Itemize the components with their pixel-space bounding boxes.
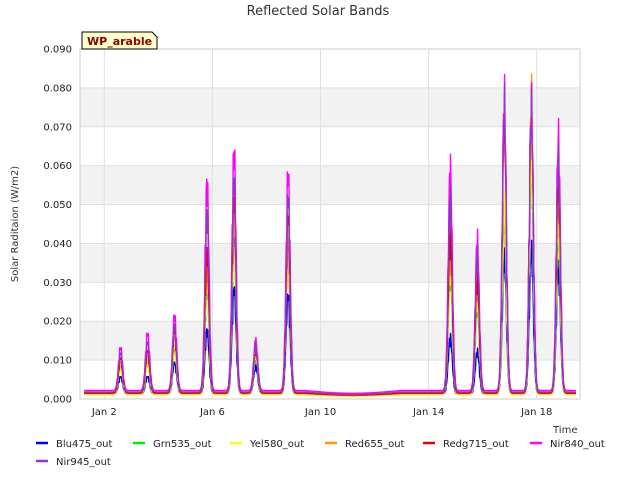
chart-title: Reflected Solar Bands — [247, 4, 390, 19]
plot-band — [80, 87, 580, 127]
legend-label: Grn535_out — [153, 439, 212, 450]
x-tick-label: Jan 18 — [520, 407, 552, 418]
legend-label: Red655_out — [345, 439, 405, 450]
legend-label: Redg715_out — [443, 439, 509, 450]
y-tick-label: 0.030 — [43, 278, 72, 289]
legend-label: Nir840_out — [550, 439, 605, 450]
legend-item: Redg715_out — [423, 439, 509, 450]
plot-band — [80, 282, 580, 322]
plot-band — [80, 204, 580, 244]
x-tick-label: Jan 10 — [304, 407, 336, 418]
station-label: WP_arable — [87, 35, 152, 48]
x-tick-label: Jan 14 — [412, 407, 444, 418]
y-tick-label: 0.070 — [43, 122, 72, 133]
legend-item: Yel580_out — [230, 439, 304, 450]
legend-item: Nir840_out — [530, 439, 605, 450]
y-tick-label: 0.040 — [43, 239, 72, 250]
x-tick-label: Jan 6 — [199, 407, 225, 418]
legend-item: Grn535_out — [133, 439, 212, 450]
series-lines — [83, 73, 577, 397]
plot-band — [80, 49, 580, 88]
plot-band — [80, 321, 580, 361]
station-badge: WP_arable — [81, 31, 158, 50]
legend-label: Yel580_out — [249, 439, 304, 450]
plot-band — [80, 126, 580, 166]
y-tick-label: 0.060 — [43, 161, 72, 172]
y-tick-label: 0.000 — [43, 395, 72, 406]
y-axis-label: Solar Raditaion (W/m2) — [10, 166, 21, 282]
x-axis-label: Time — [552, 425, 577, 436]
series-line-redg715-out — [83, 84, 577, 396]
y-tick-label: 0.050 — [43, 200, 72, 211]
legend-label: Nir945_out — [56, 457, 111, 468]
y-tick-label: 0.090 — [43, 45, 72, 56]
y-tick-label: 0.020 — [43, 317, 72, 328]
legend-item: Blu475_out — [36, 439, 113, 450]
plot-bands — [80, 49, 580, 399]
y-tick-label: 0.080 — [43, 83, 72, 94]
plot-frame — [79, 48, 581, 400]
y-tick-label: 0.010 — [43, 356, 72, 367]
x-tick-label: Jan 2 — [91, 407, 117, 418]
plot-band — [80, 165, 580, 205]
x-ticks: Jan 2 Jan 6 Jan 10 Jan 14 Jan 18 — [91, 407, 553, 418]
series-line-nir840-out — [83, 73, 577, 394]
legend-item: Red655_out — [325, 439, 405, 450]
legend-item: Nir945_out — [36, 457, 111, 468]
series-line-yel580-out — [83, 143, 577, 397]
legend: Blu475_out Grn535_out Yel580_out Red655_out… — [36, 439, 605, 468]
series-line-nir945-out — [83, 83, 577, 395]
plot-band — [80, 243, 580, 283]
y-ticks: 0.000 0.010 0.020 0.030 0.040 0.050 0.060 0.070… — [43, 45, 72, 406]
legend-label: Blu475_out — [56, 439, 113, 450]
